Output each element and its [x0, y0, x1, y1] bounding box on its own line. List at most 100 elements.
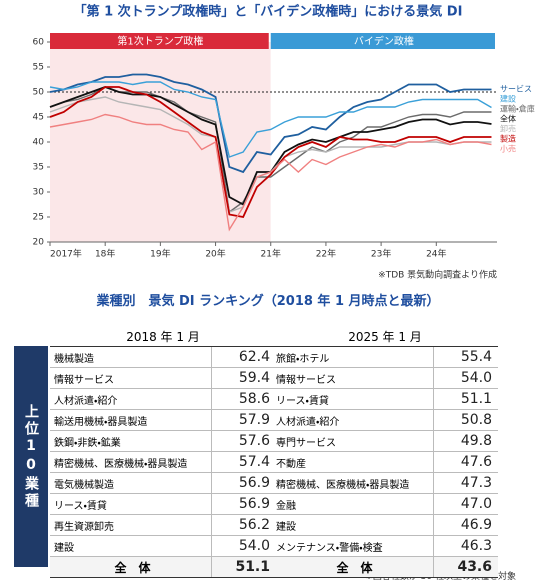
industry-name: 電気機械製造 [54, 479, 114, 491]
ranking-row: 鉄鋼・非鉄・鉱業 57.6 [50, 431, 276, 452]
legend-label: 小売 [500, 144, 516, 154]
x-tick-label: 2017年 [50, 248, 82, 260]
ranking-row: リース・賃貸 51.1 [272, 389, 498, 410]
legend-label: 卸売 [500, 124, 516, 134]
legend-label: 運輸・倉庫 [500, 104, 535, 114]
total-value: 43.6 [433, 557, 498, 577]
ranking-row: 情報サービス 59.4 [50, 368, 276, 389]
y-tick-label: 45 [33, 113, 44, 123]
ranking-row: リース・賃貸 56.9 [50, 494, 276, 515]
industry-name: 輸送用機械・器具製造 [54, 416, 148, 428]
industry-value: 55.4 [433, 347, 498, 367]
total-value: 51.1 [211, 557, 276, 577]
ranking-row: 人材派遣・紹介 58.6 [50, 389, 276, 410]
industry-value: 47.3 [433, 473, 498, 493]
industry-name: 人材派遣・紹介 [54, 395, 118, 407]
chart-title: 「第 1 次トランプ政権時」と「バイデン政権時」における景気 DI [74, 4, 463, 20]
y-tick-label: 55 [33, 63, 44, 73]
total-label: 全 体 [114, 560, 151, 575]
y-tick-label: 25 [33, 213, 44, 223]
ranking-row: 金融 47.0 [272, 494, 498, 515]
industry-name: 機械製造 [54, 353, 94, 365]
ranking-row: 建設 46.9 [272, 515, 498, 536]
industry-name: 人材派遣・紹介 [276, 416, 340, 428]
ranking-row: 情報サービス 54.0 [272, 368, 498, 389]
industry-name: 専門サービス [276, 437, 336, 449]
industry-name: 再生資源卸売 [54, 521, 114, 533]
industry-name: 不動産 [276, 458, 306, 470]
side-label: 上位10業種 [14, 346, 48, 567]
ranking-row: 輸送用機械・器具製造 57.9 [50, 410, 276, 431]
ranking-row: メンテナンス・警備・検査 46.3 [272, 536, 498, 557]
industry-value: 56.9 [211, 494, 276, 514]
column-header: 2018 年 1 月 [50, 328, 276, 347]
ranking-table: 機械製造 62.4 情報サービス 59.4 人材派遣・紹介 58.6 輸送用機械・器具製造 5… [50, 347, 276, 578]
ranking-row: 精密機械、医療機械・器具製造 57.4 [50, 452, 276, 473]
total-row: 全 体 43.6 [272, 557, 498, 578]
y-tick-label: 20 [33, 238, 45, 248]
ranking-row: 再生資源卸売 56.2 [50, 515, 276, 536]
series-line [49, 113, 492, 232]
industry-value: 62.4 [211, 347, 276, 367]
industry-name: リース・賃貸 [54, 500, 107, 512]
industry-value: 46.3 [433, 536, 498, 556]
ranking-row: 精密機械、医療機械・器具製造 47.3 [272, 473, 498, 494]
series-line [49, 81, 492, 158]
industry-name: メンテナンス・警備・検査 [276, 542, 383, 554]
side-label-text: 上位10業種 [23, 403, 39, 510]
ranking-row: 不動産 47.6 [272, 452, 498, 473]
column-header: 2025 年 1 月 [272, 328, 498, 347]
industry-value: 58.6 [211, 389, 276, 409]
period-band [270, 33, 495, 49]
ranking-row: 電気機械製造 56.9 [50, 473, 276, 494]
y-tick-label: 30 [33, 188, 45, 198]
y-tick-label: 60 [33, 38, 45, 48]
y-tick-label: 50 [33, 88, 45, 98]
ranking-row: 旅館・ホテル 55.4 [272, 347, 498, 368]
industry-name: 建設 [276, 521, 296, 533]
industry-value: 54.0 [211, 536, 276, 556]
industry-value: 57.4 [211, 452, 276, 472]
period-label: 第1次トランプ政権 [117, 35, 203, 48]
legend-label: 製造 [500, 134, 516, 144]
period-shade [50, 42, 271, 242]
industry-value: 56.2 [211, 515, 276, 535]
x-tick-label: 23年 [371, 248, 391, 260]
series-line [49, 86, 492, 219]
total-row: 全 体 51.1 [50, 557, 276, 578]
legend-label: 全体 [500, 114, 516, 124]
industry-value: 54.0 [433, 368, 498, 388]
industry-value: 59.4 [211, 368, 276, 388]
period-band [50, 33, 269, 49]
source-note: ※TDB 景気動向調査より作成 [378, 269, 497, 281]
legend-label: サービス [500, 85, 532, 94]
ranking-row: 機械製造 62.4 [50, 347, 276, 368]
ranking-row: 人材派遣・紹介 50.8 [272, 410, 498, 431]
y-tick-label: 35 [33, 163, 44, 173]
x-tick-label: 24年 [426, 248, 446, 260]
x-tick-label: 21年 [261, 248, 281, 260]
total-label: 全 体 [336, 560, 373, 575]
series-line [49, 73, 492, 174]
industry-value: 50.8 [433, 410, 498, 430]
x-tick-label: 22年 [316, 248, 336, 260]
ranking-table: 旅館・ホテル 55.4 情報サービス 54.0 リース・賃貸 51.1 人材派遣・紹介 50.… [272, 347, 498, 578]
x-tick-label: 20年 [205, 248, 225, 260]
industry-name: リース・賃貸 [276, 395, 329, 407]
industry-value: 51.1 [433, 389, 498, 409]
ranking-row: 建設 54.0 [50, 536, 276, 557]
industry-value: 57.9 [211, 410, 276, 430]
industry-name: 旅館・ホテル [276, 353, 330, 365]
industry-name: 金融 [276, 500, 296, 512]
period-label: バイデン政権 [354, 35, 414, 48]
chart: 「第 1 次トランプ政権時」と「バイデン政権時」における景気 DI ※TDB 景… [33, 4, 535, 281]
industry-name: 精密機械、医療機械・器具製造 [276, 479, 410, 491]
industry-value: 47.6 [433, 452, 498, 472]
ranking-row: 専門サービス 49.8 [272, 431, 498, 452]
industry-value: 49.8 [433, 431, 498, 451]
industry-name: 鉄鋼・非鉄・鉱業 [54, 437, 121, 449]
ranking-title: 業種別 景気 DI ランキング（2018 年 1 月時点と最新） [96, 294, 440, 309]
x-tick-label: 19年 [150, 248, 170, 260]
industry-name: 情報サービス [276, 374, 336, 386]
